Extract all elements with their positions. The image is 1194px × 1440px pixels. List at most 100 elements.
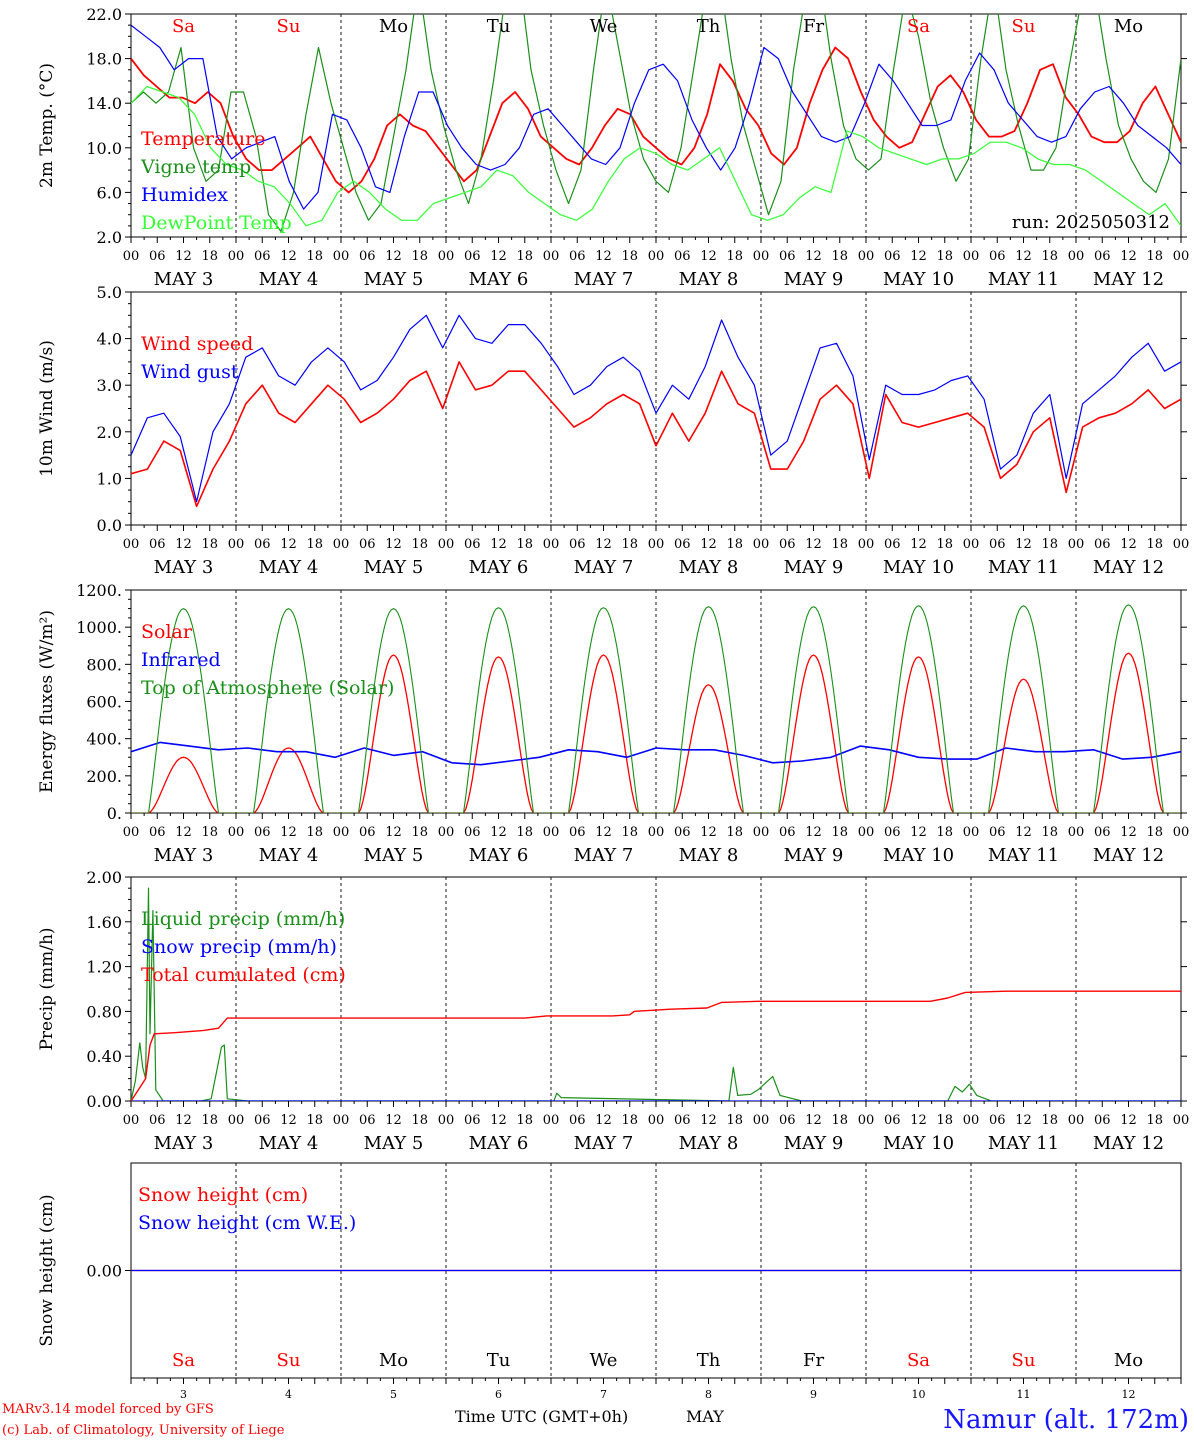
hour-tick-label: 00 xyxy=(438,537,455,552)
y-tick-label: 1.20 xyxy=(86,958,122,977)
hour-tick-label: 12 xyxy=(280,1113,297,1128)
y-tick-label: 1200. xyxy=(76,581,122,600)
hour-tick-label: 00 xyxy=(1173,537,1190,552)
date-label: MAY 3 xyxy=(154,1133,214,1154)
hour-tick-label: 12 xyxy=(1120,537,1137,552)
hour-tick-label: 00 xyxy=(228,249,245,264)
hour-tick-label: 00 xyxy=(228,825,245,840)
hour-tick-label: 18 xyxy=(936,537,953,552)
y-tick-label: 5.0 xyxy=(97,283,122,302)
legend-entry: Humidex xyxy=(141,184,228,206)
hour-tick-label: 06 xyxy=(254,825,271,840)
hour-tick-label: 00 xyxy=(438,825,455,840)
hour-tick-label: 06 xyxy=(149,825,166,840)
y-tick-label: 1.60 xyxy=(86,913,122,932)
day-name: Tu xyxy=(487,1350,511,1371)
date-label: MAY 8 xyxy=(679,269,739,290)
y-tick-label: 0.40 xyxy=(86,1047,122,1066)
hour-tick-label: 06 xyxy=(884,825,901,840)
hour-tick-label: 06 xyxy=(149,1113,166,1128)
run-label: run: 2025050312 xyxy=(1012,212,1170,233)
hour-tick-label: 18 xyxy=(201,1113,218,1128)
hour-tick-label: 06 xyxy=(674,537,691,552)
date-label: MAY 6 xyxy=(469,1133,529,1154)
hour-tick-label: 18 xyxy=(726,249,743,264)
hour-tick-label: 00 xyxy=(543,537,560,552)
hour-tick-label: 00 xyxy=(963,825,980,840)
legend-entry: Infrared xyxy=(141,649,221,671)
series-wind-gust xyxy=(131,314,1181,503)
y-tick-label: 800. xyxy=(86,655,122,674)
hour-tick-label: 06 xyxy=(884,537,901,552)
y-tick-label: 2.0 xyxy=(97,228,122,247)
hour-tick-label: 12 xyxy=(385,249,402,264)
hour-tick-label: 18 xyxy=(306,537,323,552)
hour-tick-label: 18 xyxy=(516,249,533,264)
hour-tick-label: 12 xyxy=(595,537,612,552)
legend-entry: Wind speed xyxy=(141,333,253,355)
day-number: 11 xyxy=(1017,1388,1031,1401)
hour-tick-label: 00 xyxy=(228,1113,245,1128)
hour-tick-label: 06 xyxy=(674,1113,691,1128)
plot-area xyxy=(131,887,1181,1101)
date-label: MAY 7 xyxy=(574,845,634,866)
hour-tick-label: 18 xyxy=(1041,249,1058,264)
hour-tick-label: 06 xyxy=(149,249,166,264)
hour-tick-label: 12 xyxy=(910,249,927,264)
day-number: 7 xyxy=(600,1388,607,1401)
hour-tick-label: 06 xyxy=(674,825,691,840)
day-name: Su xyxy=(1012,16,1036,37)
y-tick-label: 10.0 xyxy=(86,139,122,158)
hour-tick-label: 00 xyxy=(123,1113,140,1128)
hour-tick-label: 00 xyxy=(963,1113,980,1128)
hour-tick-label: 12 xyxy=(1015,825,1032,840)
hour-tick-label: 00 xyxy=(543,1113,560,1128)
hour-tick-label: 00 xyxy=(123,825,140,840)
date-label: MAY 12 xyxy=(1093,845,1164,866)
day-number: 6 xyxy=(495,1388,502,1401)
y-tick-label: 1000. xyxy=(76,618,122,637)
hour-tick-label: 12 xyxy=(1120,249,1137,264)
day-name: Su xyxy=(277,1350,301,1371)
hour-tick-label: 12 xyxy=(1015,1113,1032,1128)
y-tick-label: 200. xyxy=(86,767,122,786)
date-label: MAY 11 xyxy=(988,557,1059,578)
y-tick-label: 600. xyxy=(86,693,122,712)
hour-tick-label: 06 xyxy=(254,537,271,552)
hour-tick-label: 06 xyxy=(779,249,796,264)
hour-tick-label: 06 xyxy=(1094,249,1111,264)
station-label: Namur (alt. 172m) xyxy=(943,1405,1189,1435)
date-label: MAY 4 xyxy=(259,557,319,578)
hour-tick-label: 18 xyxy=(726,1113,743,1128)
day-name: Mo xyxy=(379,16,408,37)
credits-line-1: MARv3.14 model forced by GFS xyxy=(2,1402,214,1417)
day-number: 8 xyxy=(705,1388,712,1401)
hour-tick-label: 12 xyxy=(595,825,612,840)
panel-5: Snow height (cm) 0.00 Snow height (cm) Snow… xyxy=(37,1162,1182,1384)
hour-tick-label: 06 xyxy=(779,537,796,552)
hour-tick-label: 00 xyxy=(228,537,245,552)
date-label: MAY 5 xyxy=(364,557,424,578)
hour-tick-label: 00 xyxy=(648,825,665,840)
date-label: MAY 12 xyxy=(1093,557,1164,578)
legend-entry: DewPoint Temp xyxy=(141,212,292,234)
hour-tick-label: 12 xyxy=(1120,825,1137,840)
hour-tick-label: 06 xyxy=(989,1113,1006,1128)
hour-tick-label: 00 xyxy=(333,249,350,264)
hour-tick-label: 18 xyxy=(306,249,323,264)
hour-tick-label: 06 xyxy=(359,537,376,552)
legend-entry: Vigne temp xyxy=(140,156,251,178)
y-tick-label: 3.0 xyxy=(97,376,122,395)
y-axis-label: Precip (mm/h) xyxy=(37,927,57,1050)
hour-tick-label: 12 xyxy=(1015,537,1032,552)
hour-tick-label: 06 xyxy=(884,249,901,264)
hour-tick-label: 18 xyxy=(1146,249,1163,264)
hour-tick-label: 00 xyxy=(438,1113,455,1128)
day-name: Mo xyxy=(1114,1350,1143,1371)
day-name: Th xyxy=(697,16,721,37)
hour-tick-label: 18 xyxy=(936,825,953,840)
series-temperature xyxy=(131,46,1181,194)
day-name: Sa xyxy=(172,1350,195,1371)
date-label: MAY 5 xyxy=(364,845,424,866)
hour-tick-label: 12 xyxy=(385,825,402,840)
